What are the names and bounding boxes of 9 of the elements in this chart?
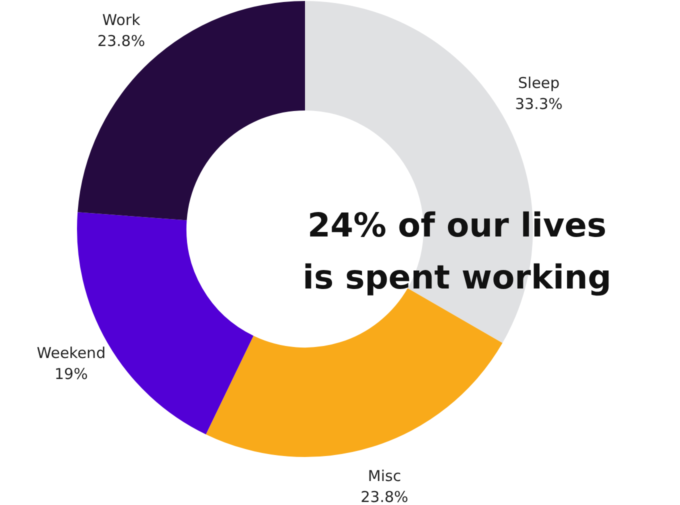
data-label: 33.3% [515, 94, 563, 113]
text: 24% of our lives is spent working [302, 206, 612, 297]
data-label: 19% [54, 364, 88, 383]
slice-label: Misc [368, 466, 402, 485]
slice-label: Weekend [36, 344, 106, 362]
data-label: 23.8% [97, 32, 146, 50]
slice-label: Work [102, 11, 141, 30]
slice-label: Sleep [518, 74, 560, 92]
data-label: 23.8% [360, 488, 408, 505]
